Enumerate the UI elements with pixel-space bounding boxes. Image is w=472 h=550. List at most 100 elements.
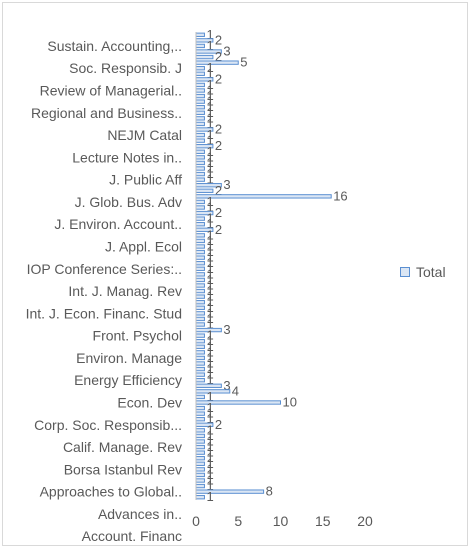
data-label-23: 1: [206, 155, 213, 170]
bar-79: [195, 472, 205, 478]
data-label-0: 1: [206, 27, 213, 42]
data-label-39: 1: [206, 244, 213, 259]
data-label-50: 1: [206, 305, 213, 320]
data-label-67: 1: [206, 400, 213, 415]
data-label-60: 1: [206, 361, 213, 376]
data-label-12: 1: [206, 94, 213, 109]
x-tick-label-1: 5: [234, 513, 242, 529]
data-label-17: 2: [215, 122, 222, 137]
data-label-9: 1: [206, 77, 213, 92]
bar-59: [195, 361, 205, 366]
bar-9: [195, 82, 205, 88]
data-label-74: 1: [206, 439, 213, 454]
category-label-2: Review of Managerial..: [40, 83, 182, 99]
data-label-20: 2: [215, 138, 222, 153]
bar-65: [195, 394, 205, 400]
bar-6: [195, 66, 205, 71]
data-label-37: 1: [206, 233, 213, 248]
bar-7: [195, 71, 205, 76]
data-label-26: 1: [206, 172, 213, 187]
bar-12: [195, 99, 205, 104]
data-label-83: 1: [206, 489, 213, 504]
data-label-82: 8: [266, 484, 273, 499]
data-label-58: 1: [206, 350, 213, 365]
category-label-7: J. Glob. Bus. Adv: [75, 194, 182, 210]
category-label-4: NEJM Catal: [107, 127, 182, 143]
category-label-9: J. Appl. Ecol: [105, 239, 182, 255]
data-label-64: 4: [232, 383, 239, 398]
data-label-22: 1: [206, 149, 213, 164]
category-label-0: Sustain. Accounting,..: [47, 38, 182, 54]
data-label-59: 1: [206, 356, 213, 371]
bar-44: [195, 277, 205, 283]
data-label-6: 1: [206, 60, 213, 75]
bar-25: [195, 171, 205, 177]
data-label-55: 1: [206, 333, 213, 348]
data-label-3: 3: [223, 44, 230, 59]
bar-21: [195, 149, 205, 154]
bar-5: [195, 60, 239, 65]
data-label-76: 1: [206, 450, 213, 465]
data-label-75: 1: [206, 445, 213, 460]
data-label-36: 1: [206, 227, 213, 242]
data-label-52: 1: [206, 317, 213, 332]
category-label-1: Soc. Responsib. J: [69, 60, 182, 76]
bar-57: [195, 350, 205, 355]
bar-51: [195, 316, 205, 322]
bar-54: [195, 333, 205, 338]
category-label-12: Int. J. Econ. Financ. Stud: [26, 305, 182, 321]
data-label-68: 1: [206, 406, 213, 421]
data-label-4: 2: [215, 49, 222, 64]
data-label-43: 1: [206, 266, 213, 281]
bar-81: [195, 483, 205, 489]
bar-55: [195, 339, 205, 344]
bar-58: [195, 355, 205, 361]
legend: Total: [400, 264, 446, 280]
data-label-71: 1: [206, 422, 213, 437]
data-label-34: 1: [206, 216, 213, 231]
bar-28: [195, 188, 214, 193]
data-label-73: 1: [206, 434, 213, 449]
bar-31: [195, 205, 205, 210]
bar-33: [195, 216, 205, 221]
data-label-80: 1: [206, 473, 213, 488]
chart-frame: [2, 2, 468, 546]
bar-22: [195, 155, 205, 160]
bar-38: [195, 244, 205, 249]
data-label-33: 1: [206, 211, 213, 226]
data-label-44: 1: [206, 272, 213, 287]
category-label-17: Corp. Soc. Responsib...: [34, 417, 182, 433]
bar-69: [195, 417, 205, 422]
data-label-63: 3: [223, 378, 230, 393]
legend-label-total: Total: [416, 264, 446, 280]
bar-63: [195, 383, 222, 388]
data-label-78: 1: [206, 461, 213, 476]
bar-26: [195, 177, 205, 182]
category-label-10: IOP Conference Series:..: [27, 261, 182, 277]
data-label-29: 16: [333, 188, 347, 203]
data-label-21: 1: [206, 144, 213, 159]
data-label-54: 1: [206, 328, 213, 343]
data-label-57: 1: [206, 344, 213, 359]
data-label-62: 1: [206, 372, 213, 387]
bar-19: [195, 138, 205, 143]
data-label-48: 1: [206, 294, 213, 309]
data-label-7: 1: [206, 66, 213, 81]
bar-62: [195, 378, 205, 383]
category-label-3: Regional and Business..: [31, 105, 182, 121]
legend-swatch-total: [400, 267, 410, 277]
bar-83: [195, 495, 205, 500]
data-label-70: 2: [215, 417, 222, 432]
data-label-2: 1: [206, 38, 213, 53]
bar-60: [195, 366, 205, 372]
bar-2: [195, 43, 205, 49]
bar-73: [195, 439, 205, 444]
bar-80: [195, 478, 205, 483]
bar-30: [195, 199, 205, 205]
bar-76: [195, 456, 205, 461]
data-label-24: 1: [206, 161, 213, 176]
bar-18: [195, 132, 205, 138]
data-label-5: 5: [240, 55, 247, 70]
data-label-38: 1: [206, 239, 213, 254]
